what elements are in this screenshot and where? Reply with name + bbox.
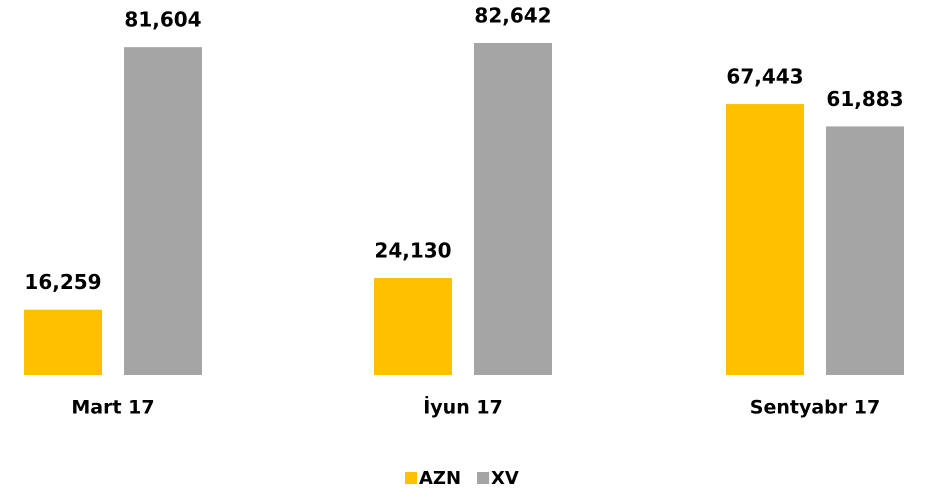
x-tick-label: Mart 17 <box>71 397 154 419</box>
legend-swatch <box>477 472 490 484</box>
legend-label: AZN <box>419 468 461 488</box>
x-tick-label: İyun 17 <box>423 395 503 419</box>
legend-swatch <box>405 472 417 484</box>
data-label: 67,443 <box>726 65 803 89</box>
data-label: 61,883 <box>826 87 903 111</box>
x-tick-label: Sentyabr 17 <box>750 397 880 419</box>
bar <box>826 126 904 375</box>
bar <box>24 309 102 375</box>
data-label: 24,130 <box>374 239 451 263</box>
data-label: 82,642 <box>474 4 551 28</box>
legend-label: XV <box>491 468 519 488</box>
bar <box>374 278 452 375</box>
data-label: 81,604 <box>124 8 201 32</box>
bar <box>124 47 202 376</box>
bar <box>474 43 552 375</box>
data-label: 16,259 <box>24 270 101 294</box>
bar <box>726 104 804 376</box>
